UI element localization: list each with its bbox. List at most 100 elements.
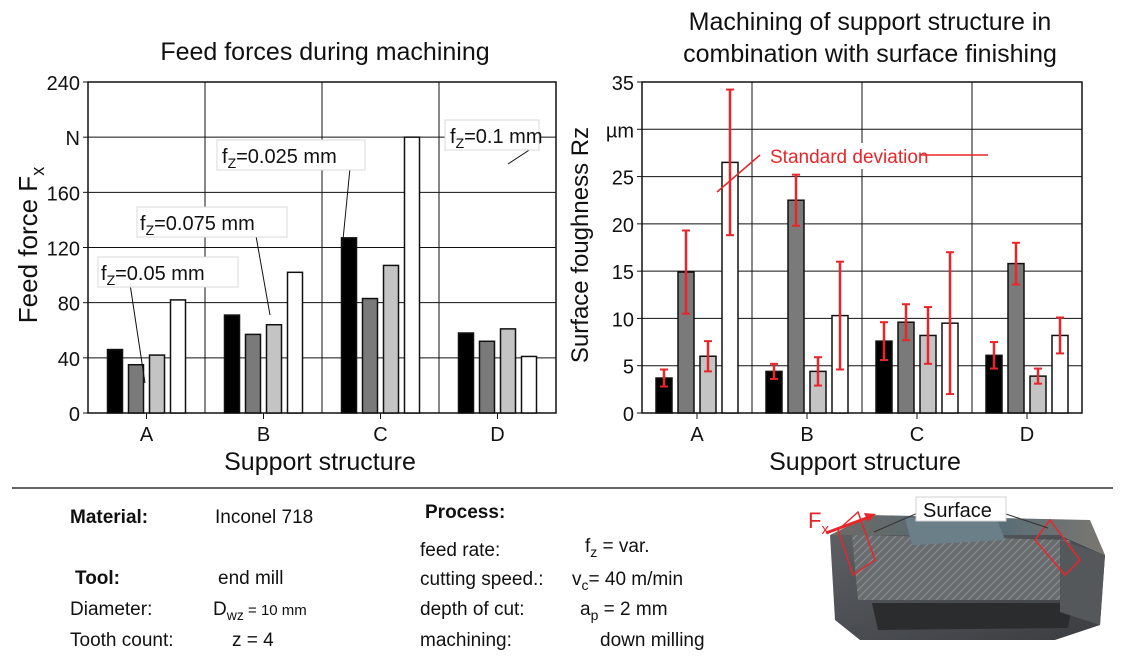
right-x-tick-label: D: [1020, 424, 1034, 446]
left-y-axis-label: Feed force Fx: [13, 167, 48, 323]
left-bar-C-2: [361, 297, 379, 414]
roughness-chart: Machining of support structure in combin…: [567, 8, 1083, 476]
specimen-photo: Fx Surface: [808, 496, 1105, 640]
left-bars: [106, 136, 538, 414]
left-bar-D-2: [478, 340, 496, 414]
left-x-axis-label: Support structure: [224, 448, 416, 476]
left-y-tick-label: 120: [47, 239, 80, 261]
right-error-bar-D-3: [1034, 367, 1042, 385]
teeth-value: z = 4: [232, 630, 274, 651]
left-chart-title: Feed forces during machining: [160, 38, 489, 66]
specs: Material: Inconel 718 Tool: end mill Dia…: [70, 502, 705, 651]
feed-force-chart: Feed forces during machining 0 40 80 120 160…: [13, 38, 557, 476]
right-bars: [655, 161, 1069, 414]
left-bar-D-3: [499, 328, 517, 414]
right-error-bar-B-1: [770, 362, 778, 380]
left-x-tick-label: C: [373, 424, 387, 446]
material-label: Material:: [70, 507, 148, 528]
left-x-tick-label: B: [257, 424, 270, 446]
left-bar-B-4: [286, 271, 304, 414]
right-y-tick-label: µm: [606, 120, 634, 142]
right-y-axis-label: Surface foughness Rz: [567, 127, 594, 363]
left-y-tick-label: N: [66, 128, 80, 150]
right-error-bar-D-2: [1012, 241, 1020, 286]
feed-rate-label: feed rate:: [420, 540, 500, 561]
callout-fz-005: fZ=0.05 mm: [101, 263, 205, 288]
right-x-tick-label: C: [910, 424, 924, 446]
right-error-bar-B-4: [836, 260, 844, 371]
machining-value: down milling: [600, 630, 705, 651]
left-x-tick-label: A: [140, 424, 154, 446]
left-callouts: fZ=0.025 mm fZ=0.1 mm fZ=0.075 mm fZ=0.0…: [97, 119, 542, 384]
left-bar-C-3: [382, 264, 400, 414]
feed-rate-value: fz = var.: [585, 536, 650, 560]
right-error-bars: [660, 88, 1064, 396]
left-bar-A-4: [169, 299, 187, 414]
surface-label: Surface: [923, 500, 992, 522]
right-error-bar-B-3: [814, 356, 822, 387]
tool-value: end mill: [218, 568, 283, 589]
cutting-speed-label: cutting speed.:: [420, 569, 544, 590]
std-deviation-callout: Standard deviation: [716, 143, 988, 193]
depth-of-cut-value: ap = 2 mm: [580, 599, 668, 623]
right-error-bar-C-3: [924, 306, 932, 365]
cutting-speed-value: vc= 40 m/min: [572, 569, 683, 593]
right-chart-title-line2: combination with surface finishing: [683, 40, 1057, 68]
left-bar-B-2: [244, 333, 262, 414]
teeth-label: Tooth count:: [70, 630, 174, 651]
left-x-ticks: A B C D: [140, 413, 505, 446]
left-y-tick-label: 40: [58, 349, 80, 371]
right-y-tick-label: 20: [612, 215, 634, 237]
right-error-bar-C-4: [946, 251, 954, 396]
force-label: Fx: [808, 508, 829, 538]
right-error-bar-A-2: [682, 229, 690, 315]
right-y-ticks: 0 5 10 15 20 25 µm 35: [606, 73, 642, 426]
left-bar-A-1: [106, 348, 124, 414]
left-y-tick-label: 80: [58, 294, 80, 316]
left-bar-D-1: [457, 332, 475, 414]
right-error-bar-D-1: [990, 341, 998, 370]
right-y-tick-label: 0: [623, 404, 634, 426]
right-bar-B-2: [787, 199, 805, 414]
right-error-bar-A-3: [704, 340, 712, 373]
right-x-axis-label: Support structure: [769, 448, 961, 476]
left-bar-B-1: [223, 314, 241, 414]
right-y-tick-label: 25: [612, 168, 634, 190]
right-y-tick-label: 15: [612, 262, 634, 284]
material-value: Inconel 718: [215, 507, 313, 528]
std-deviation-label: Standard deviation: [770, 147, 928, 168]
machining-label: machining:: [420, 630, 512, 651]
callout-fz-01: fZ=0.1 mm: [450, 126, 542, 151]
process-label: Process:: [425, 502, 505, 523]
left-bar-C-1: [340, 237, 358, 414]
right-y-tick-label: 5: [623, 357, 634, 379]
left-bar-A-3: [148, 354, 166, 414]
right-y-tick-label: 35: [612, 73, 634, 95]
right-error-bar-A-4: [726, 88, 734, 237]
depth-of-cut-label: depth of cut:: [420, 599, 525, 620]
right-x-ticks: A B C D: [690, 413, 1034, 446]
right-error-bar-B-2: [792, 173, 800, 227]
left-y-label-main: Feed force F: [13, 176, 43, 323]
left-bar-A-2: [127, 363, 145, 414]
right-error-bar-A-1: [660, 368, 668, 388]
left-y-tick-label: 0: [69, 404, 80, 426]
left-bar-D-4: [520, 355, 538, 414]
left-x-tick-label: D: [490, 424, 504, 446]
right-error-bar-C-1: [880, 321, 888, 362]
left-bar-C-4: [403, 136, 421, 414]
left-y-tick-label: 160: [47, 183, 80, 205]
right-x-tick-label: A: [690, 424, 704, 446]
callout-fz-0025: fZ=0.025 mm: [222, 146, 337, 171]
right-error-bar-C-2: [902, 303, 910, 342]
right-error-bar-D-4: [1056, 316, 1064, 355]
right-chart-title-line1: Machining of support structure in: [689, 8, 1052, 36]
left-y-ticks: 0 40 80 120 160 N 240: [47, 73, 88, 426]
diameter-value: Dwz = 10 mm: [213, 599, 307, 623]
right-y-tick-label: 10: [612, 309, 634, 331]
callout-fz-0075: fZ=0.075 mm: [140, 213, 255, 238]
right-bar-D-2: [1007, 262, 1025, 414]
left-bar-B-3: [265, 323, 283, 414]
tool-label: Tool:: [75, 568, 120, 589]
